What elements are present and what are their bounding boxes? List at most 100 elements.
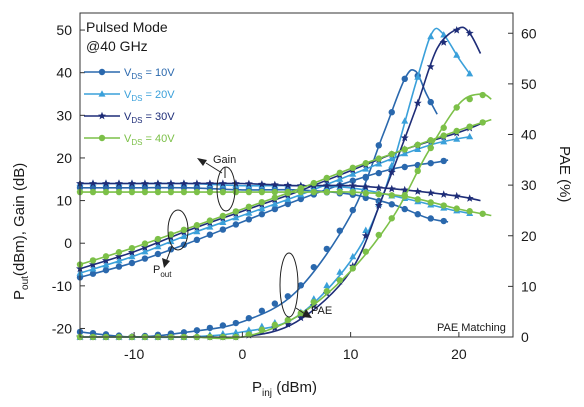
pae-point-20V	[245, 326, 253, 333]
pout-arrow-head	[162, 258, 170, 268]
plot-frame	[79, 12, 514, 338]
pae-point-40V	[414, 167, 421, 175]
pout-point-40V	[128, 244, 136, 252]
pae-point-30V	[439, 38, 448, 46]
pae-point-40V	[297, 309, 305, 317]
gain-point-30V	[322, 181, 331, 190]
gain-point-40V	[89, 188, 97, 196]
y-left-tick-label: 10	[56, 193, 72, 209]
gain-point-40V	[115, 188, 123, 196]
y-right-tick-label: 60	[521, 25, 537, 41]
pout-annotation: Pout	[153, 209, 189, 279]
pae-point-40V	[336, 277, 343, 284]
legend: VDS = 10V VDS = 20V VDS = 30V VDS = 40V	[84, 67, 175, 147]
y-axis-left-title: Pout(dBm), Gain (dB)	[11, 163, 31, 300]
gain-point-20V	[349, 184, 357, 191]
pout-point-10V	[128, 259, 136, 267]
pout-point-40V	[362, 160, 369, 167]
pout-point-40V	[323, 174, 331, 182]
pae-point-20V	[349, 252, 357, 260]
gain-point-30V	[439, 190, 448, 198]
legend-label: VDS = 10V	[124, 67, 175, 81]
y-right-tick-label: 20	[521, 228, 537, 244]
pout-point-10V	[349, 177, 356, 184]
gain-point-40V	[297, 188, 305, 196]
pout-point-20V	[206, 223, 214, 230]
pout-point-40V	[453, 127, 460, 135]
pae-point-30V	[374, 201, 383, 209]
pout-line-10V	[79, 159, 449, 279]
pae-point-10V	[206, 324, 214, 332]
gain-point-30V	[465, 194, 474, 202]
pout-point-40V	[89, 257, 97, 264]
pout-point-10V	[219, 226, 227, 233]
gain-point-40V	[336, 188, 343, 196]
gain-point-40V	[414, 196, 421, 203]
pout-point-10V	[89, 270, 97, 277]
gain-point-30V	[166, 179, 175, 187]
pout-point-20V	[219, 218, 227, 226]
pout-point-40V	[115, 249, 123, 256]
pout-point-20V	[258, 204, 266, 212]
gain-point-40V	[193, 188, 201, 196]
pout-point-30V	[141, 243, 149, 251]
gain-arrow-head	[197, 158, 207, 166]
gain-point-10V	[427, 215, 434, 222]
pout-point-20V	[128, 252, 136, 260]
gain-point-40V	[375, 191, 382, 198]
gain-point-30V	[231, 179, 240, 187]
gain-point-40V	[128, 188, 136, 196]
gain-point-30V	[400, 185, 409, 194]
gain-point-30V	[115, 179, 123, 187]
pout-point-40V	[258, 198, 266, 206]
pae-point-40V	[349, 265, 356, 272]
gain-point-40V	[219, 188, 227, 196]
pae-point-10V	[284, 293, 292, 300]
pout-point-40V	[401, 146, 408, 153]
gain-point-30V	[283, 181, 292, 189]
legend-item-10V: VDS = 10V	[84, 67, 175, 81]
pout-point-20V	[284, 195, 292, 202]
pout-point-10V	[271, 205, 279, 213]
gain-point-40V	[388, 192, 395, 199]
pae-point-10V	[219, 322, 227, 329]
pae-matching-label: PAE Matching	[437, 322, 506, 334]
pout-point-40V	[245, 203, 253, 211]
gain-point-30V	[218, 179, 227, 187]
pout-point-10V	[232, 221, 240, 228]
gain-point-10V	[414, 211, 421, 218]
gain-point-30V	[452, 191, 461, 200]
gain-point-30V	[102, 179, 110, 187]
pout-point-20V	[401, 149, 409, 157]
gain-annotation: Gain	[197, 154, 236, 212]
pout-annotation-label: Pout	[153, 264, 172, 279]
pae-point-40V	[362, 248, 369, 255]
pae-point-40V	[284, 316, 292, 324]
pae-point-40V	[323, 288, 331, 295]
legend-marker	[98, 134, 106, 142]
y-left-tick-label: 30	[56, 107, 72, 123]
pae-point-30V	[387, 168, 396, 176]
pout-point-40V	[336, 169, 343, 177]
x-tick-label: -10	[124, 346, 144, 362]
gain-point-40V	[141, 188, 149, 196]
pout-point-20V	[349, 170, 357, 177]
pout-point-10V	[206, 231, 214, 238]
legend-label: VDS = 30V	[124, 111, 175, 125]
pae-point-40V	[375, 231, 382, 239]
y-axis-right-title: PAE (%)	[556, 146, 573, 202]
pout-point-10V	[193, 236, 201, 243]
pout-point-40V	[349, 164, 356, 172]
pae-point-40V	[245, 331, 253, 338]
gain-point-30V	[205, 179, 214, 187]
gain-point-30V	[413, 187, 422, 195]
pout-point-20V	[466, 132, 474, 140]
gain-point-40V	[232, 188, 240, 196]
legend-item-30V: VDS = 30V	[84, 111, 175, 125]
pout-point-20V	[362, 165, 370, 172]
pout-point-40V	[141, 240, 149, 247]
pout-point-20V	[115, 256, 123, 264]
pout-point-30V	[115, 252, 123, 260]
pae-point-10V	[362, 174, 369, 181]
